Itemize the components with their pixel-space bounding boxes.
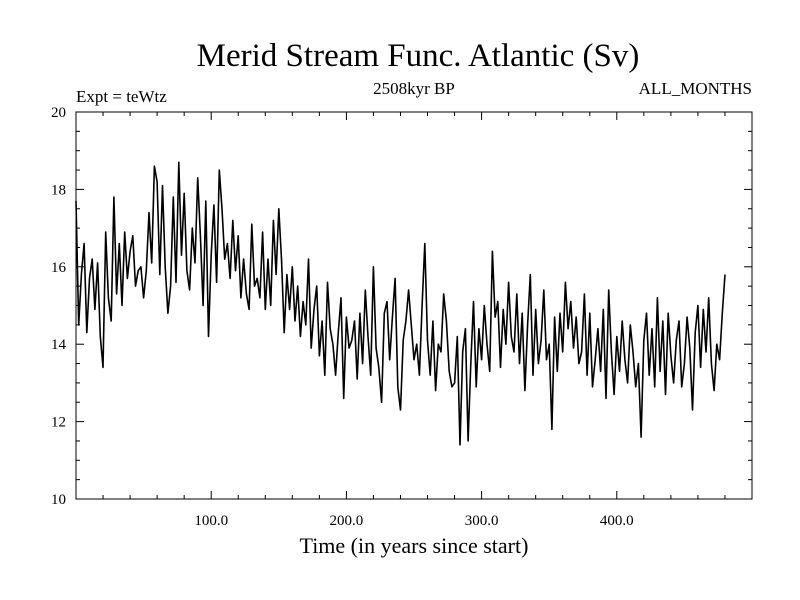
experiment-label: Expt = teWtz [76,87,167,106]
y-axis-tick-labels: 10 12 14 16 18 20 [51,105,67,508]
y-tick-label: 10 [51,492,66,508]
chart-title: Merid Stream Func. Atlantic (Sv) [197,38,640,74]
x-tick-label: 200.0 [330,513,364,529]
y-tick-label: 16 [51,260,67,276]
months-label: ALL_MONTHS [639,79,752,98]
y-axis-ticks [76,130,752,481]
x-axis-ticks [102,112,726,499]
series-line [75,161,726,446]
y-tick-label: 18 [51,182,66,198]
plot-frame [75,111,753,500]
x-tick-label: 300.0 [465,513,499,529]
y-tick-label: 20 [51,105,66,121]
x-tick-label: 100.0 [194,513,228,529]
date-label: 2508kyr BP [373,79,455,98]
x-axis-tick-labels: 100.0 200.0 300.0 400.0 [194,513,633,529]
x-axis-label: Time (in years since start) [300,533,529,558]
x-tick-label: 400.0 [600,513,634,529]
y-tick-label: 12 [51,415,66,431]
y-tick-label: 14 [51,337,67,353]
